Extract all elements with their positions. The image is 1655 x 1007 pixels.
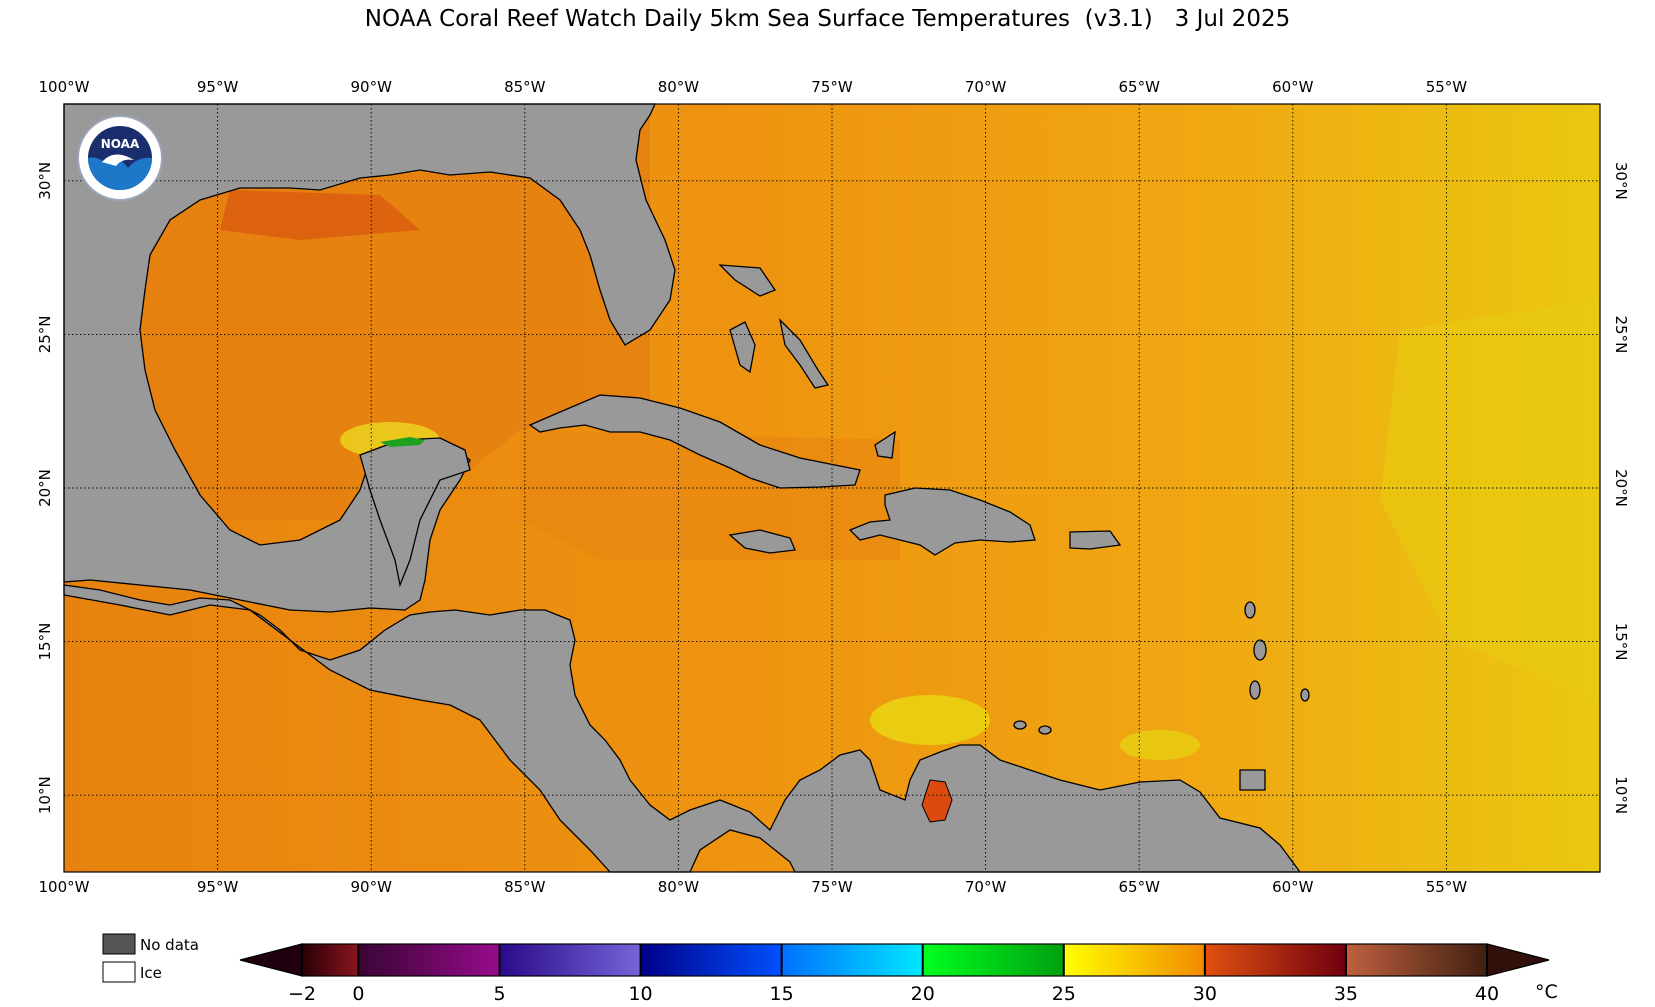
lon-label-top: 75°W bbox=[811, 78, 853, 96]
inagua-land bbox=[874, 430, 896, 459]
central-south-america-land bbox=[63, 584, 1600, 873]
atlantic-cool-zone bbox=[1380, 300, 1600, 700]
lon-label-bottom: 55°W bbox=[1426, 878, 1468, 896]
colorbar: −2 0 5 10 15 20 25 30 35 40 °C bbox=[239, 943, 1558, 1005]
lat-label-left: 10°N bbox=[36, 776, 54, 814]
colorbar-tick-label: 35 bbox=[1334, 983, 1358, 1005]
colorbar-tick-label: 15 bbox=[770, 983, 794, 1005]
map-title: NOAA Coral Reef Watch Daily 5km Sea Surf… bbox=[364, 6, 1291, 32]
lat-label-left: 25°N bbox=[36, 315, 54, 353]
colorbar-segment bbox=[922, 944, 1064, 976]
eleuthera-land bbox=[778, 318, 830, 389]
jamaica-land bbox=[728, 529, 796, 554]
gulf-warm-zone bbox=[64, 104, 650, 520]
lat-label-right: 30°N bbox=[1612, 162, 1630, 200]
colorbar-tick-label: 25 bbox=[1052, 983, 1076, 1005]
gridlines bbox=[64, 104, 1600, 872]
colorbar-segment bbox=[1063, 944, 1205, 976]
yucatan-land bbox=[359, 437, 471, 588]
lon-label-top: 55°W bbox=[1426, 78, 1468, 96]
barbados-island bbox=[1300, 688, 1310, 702]
ice-swatch bbox=[102, 961, 136, 983]
colorbar-segment bbox=[640, 944, 782, 976]
lon-label-bottom: 80°W bbox=[658, 878, 700, 896]
colorbar-tick-label: −2 bbox=[288, 983, 316, 1005]
lat-label-left: 20°N bbox=[36, 469, 54, 507]
colorbar-segment bbox=[1204, 944, 1346, 976]
venezuela-cool-spot bbox=[870, 695, 990, 745]
map-area bbox=[63, 103, 1601, 873]
puerto-rico-land bbox=[1069, 530, 1122, 550]
colorbar-segment bbox=[302, 944, 359, 976]
lon-label-bottom: 65°W bbox=[1118, 878, 1160, 896]
lat-label-left: 15°N bbox=[36, 623, 54, 661]
lon-label-top: 100°W bbox=[39, 78, 90, 96]
colorbar-low-arrow bbox=[239, 943, 303, 977]
lat-label-left: 30°N bbox=[36, 162, 54, 200]
cuba-land bbox=[528, 394, 861, 489]
lat-label-right: 15°N bbox=[1612, 623, 1630, 661]
no-data-swatch bbox=[102, 933, 136, 955]
colorbar-segment bbox=[1345, 944, 1487, 976]
colorbar-tick-label: 0 bbox=[352, 983, 364, 1005]
hispaniola-land bbox=[848, 487, 1036, 556]
lake-maracaibo bbox=[921, 779, 953, 823]
yucatan-green-patch bbox=[380, 437, 425, 447]
trinidad-land bbox=[1239, 769, 1266, 791]
gulf-hot-spot bbox=[220, 190, 420, 240]
lon-label-bottom: 85°W bbox=[504, 878, 546, 896]
ice-label: Ice bbox=[140, 964, 162, 982]
lon-label-top: 95°W bbox=[197, 78, 239, 96]
lon-label-top: 90°W bbox=[350, 78, 392, 96]
lon-label-bottom: 100°W bbox=[39, 878, 90, 896]
colorbar-tick-label: 10 bbox=[628, 983, 652, 1005]
abc-island bbox=[1013, 720, 1027, 730]
lon-label-bottom: 75°W bbox=[811, 878, 853, 896]
lat-label-right: 25°N bbox=[1612, 315, 1630, 353]
lon-label-top: 70°W bbox=[965, 78, 1007, 96]
lon-label-top: 80°W bbox=[658, 78, 700, 96]
logo-text: NOAA bbox=[101, 137, 140, 151]
colorbar-segment bbox=[358, 944, 500, 976]
colorbar-unit: °C bbox=[1535, 981, 1558, 1003]
lesser-antilles-island bbox=[1244, 601, 1256, 619]
colorbar-segment bbox=[781, 944, 923, 976]
colorbar-tick-label: 40 bbox=[1475, 983, 1499, 1005]
lon-label-top: 85°W bbox=[504, 78, 546, 96]
colorbar-high-arrow bbox=[1486, 943, 1550, 977]
lon-label-bottom: 70°W bbox=[965, 878, 1007, 896]
lon-label-top: 65°W bbox=[1118, 78, 1160, 96]
lon-label-bottom: 60°W bbox=[1272, 878, 1314, 896]
lesser-antilles-island bbox=[1253, 639, 1267, 661]
grand-bahama-land bbox=[718, 264, 776, 297]
no-data-label: No data bbox=[140, 936, 199, 954]
legend: No data Ice bbox=[102, 933, 199, 983]
colorbar-segment bbox=[499, 944, 641, 976]
lat-label-right: 10°N bbox=[1612, 776, 1630, 814]
lon-label-bottom: 95°W bbox=[197, 878, 239, 896]
lesser-antilles-island bbox=[1249, 680, 1261, 700]
lon-label-bottom: 90°W bbox=[350, 878, 392, 896]
colorbar-tick-label: 20 bbox=[911, 983, 935, 1005]
map-frame bbox=[63, 103, 1601, 873]
colorbar-tick-label: 5 bbox=[493, 983, 505, 1005]
lon-label-top: 60°W bbox=[1272, 78, 1314, 96]
lat-label-right: 20°N bbox=[1612, 469, 1630, 507]
trinidad-cool-spot bbox=[1120, 730, 1200, 760]
colorbar-tick-label: 30 bbox=[1193, 983, 1217, 1005]
abc-island bbox=[1038, 725, 1052, 735]
noaa-logo: NOAA bbox=[77, 115, 163, 201]
